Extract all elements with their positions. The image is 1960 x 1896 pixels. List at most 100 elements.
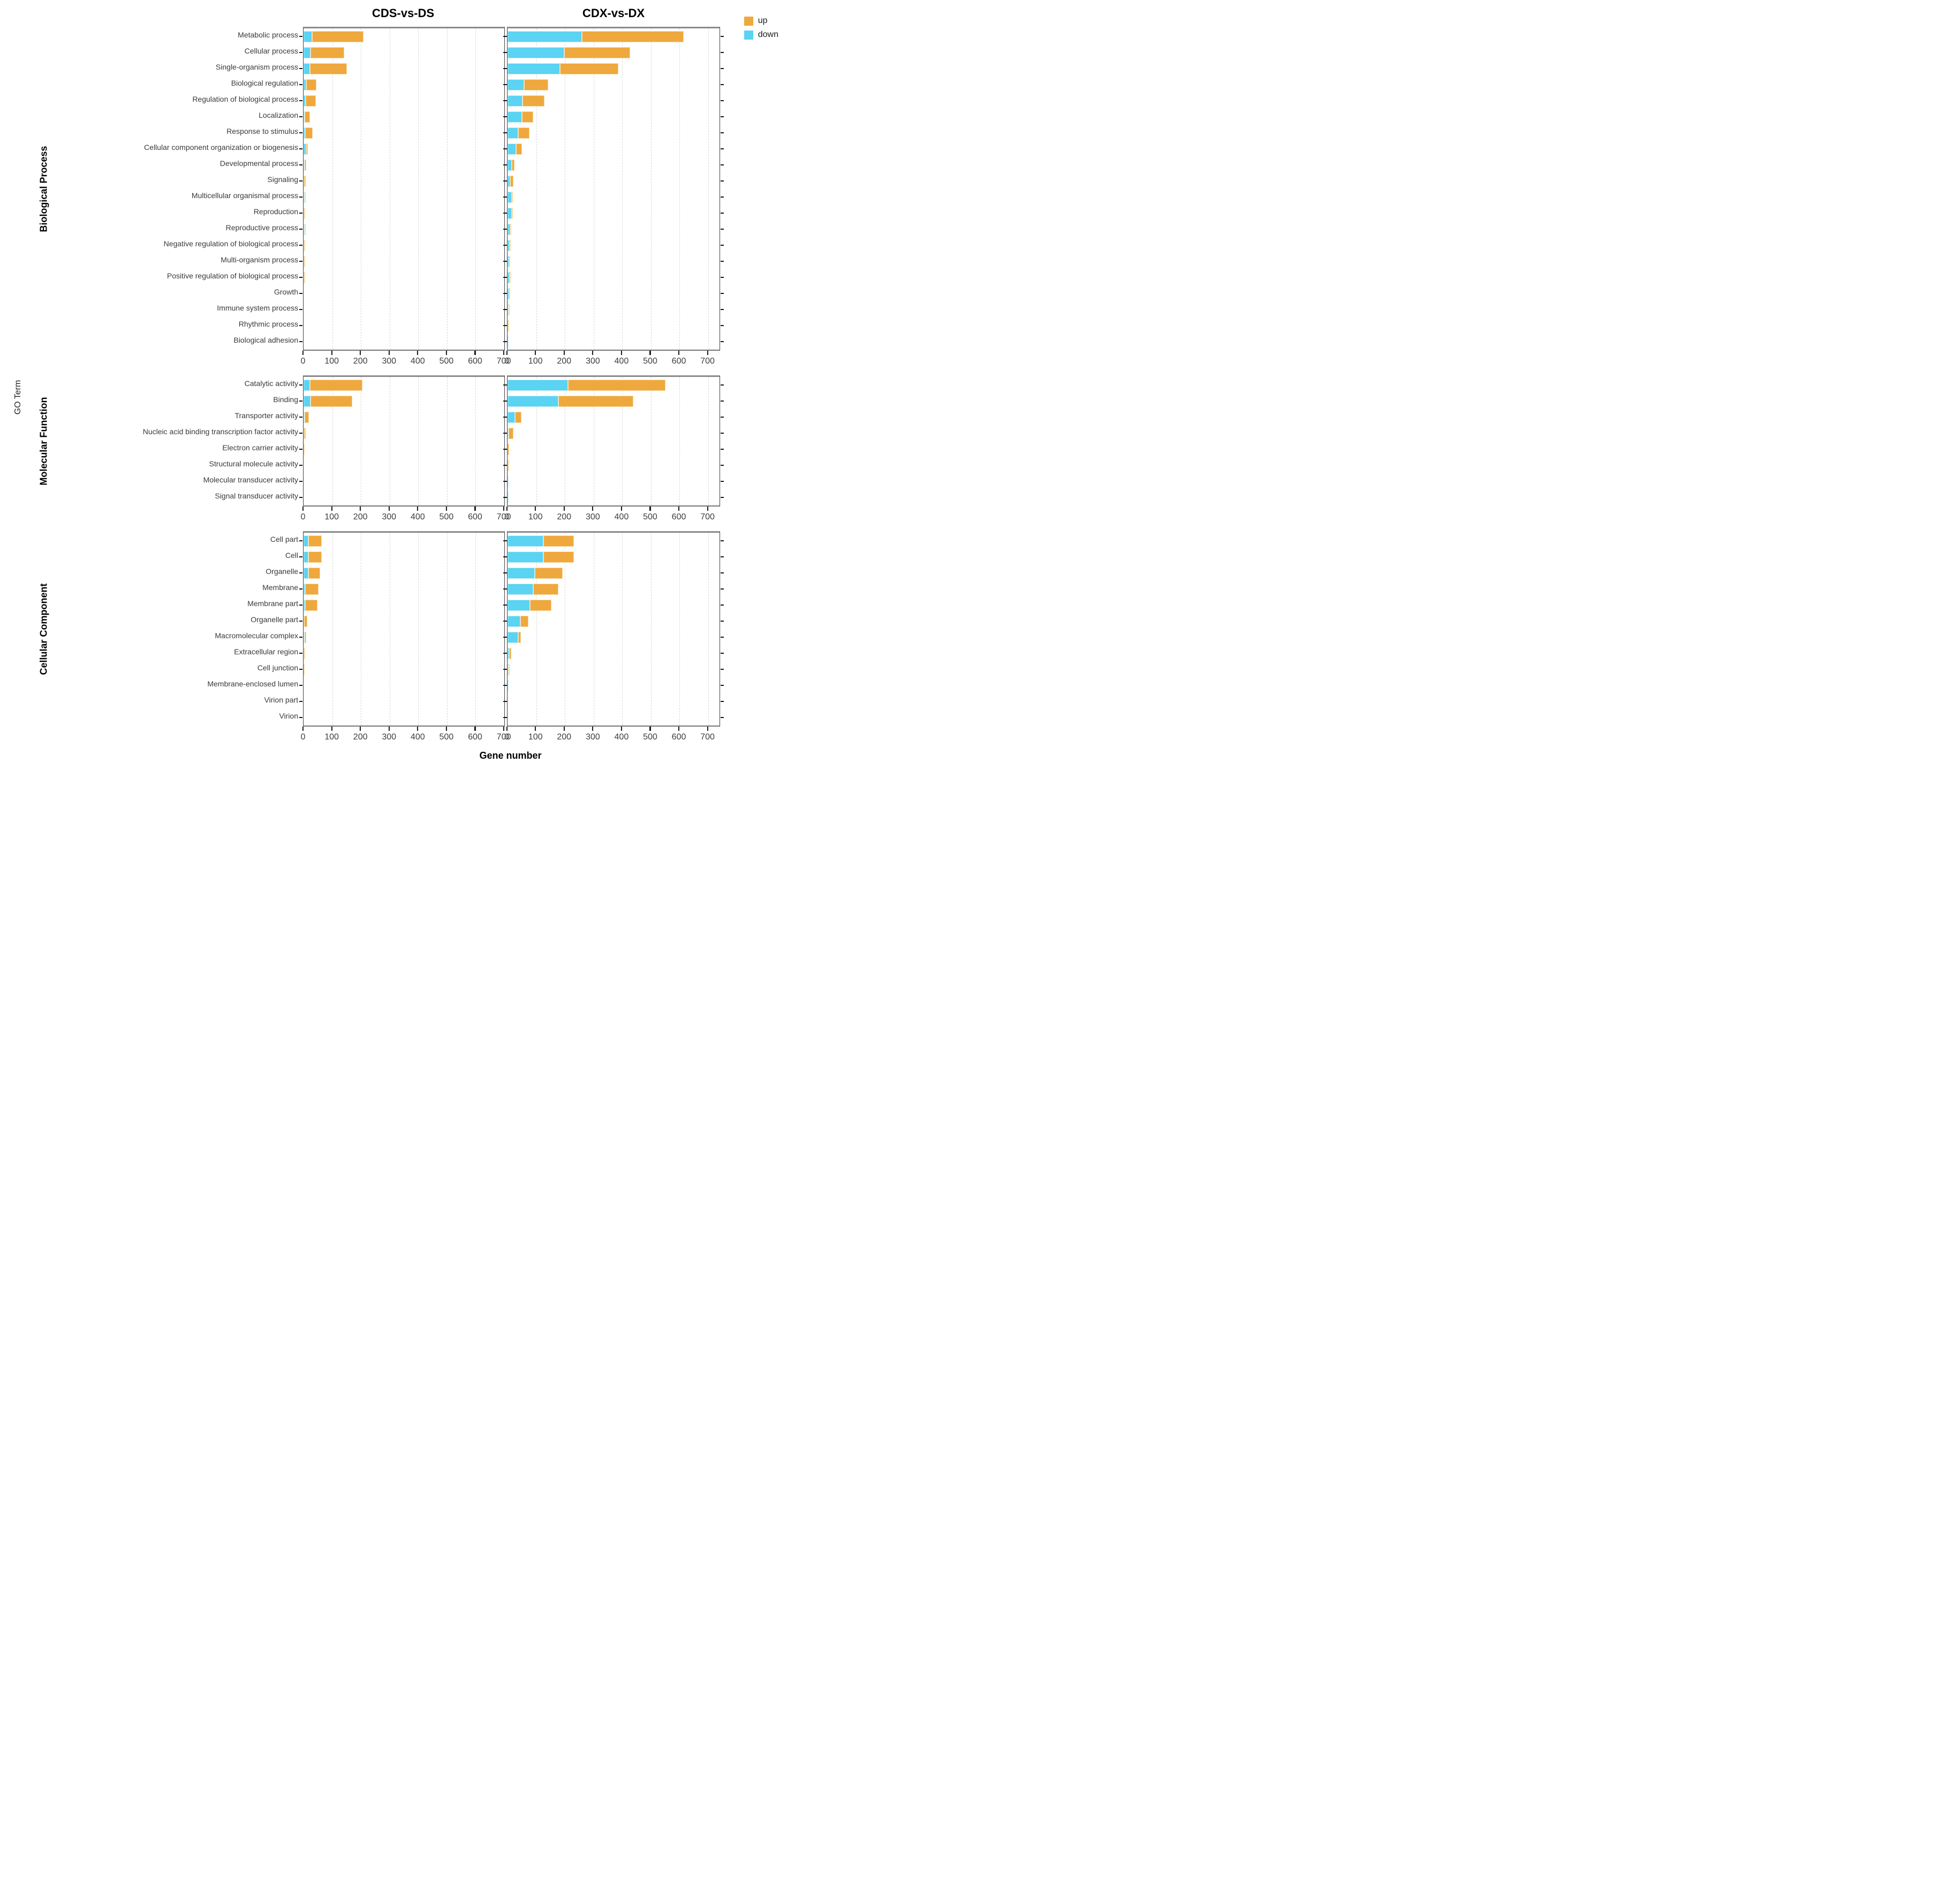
axis-tick-label: 400 [614,512,629,522]
axis-tick [417,727,419,731]
bar-row [503,645,724,661]
bar-row [299,253,509,269]
term-label: Cell part [270,535,298,543]
bar-segment-up [543,551,574,563]
axis-tick-label: 100 [528,357,543,366]
axis-tick [503,507,505,511]
bar-segment-up [533,583,559,595]
bar-row [503,425,724,441]
x-axis: 0 100 200 300 400 500 600 700 0 100 200 300 400 500 60… [301,727,784,751]
axis-tick [474,507,476,511]
axis-tick [592,351,594,355]
axis-tick [360,727,361,731]
panel-cdx-vs-dx [503,531,724,727]
x-axis-title: Gene number [479,750,542,761]
gridline [536,377,537,505]
x-axis-right: 0 100 200 300 400 500 600 700 [504,727,719,751]
bar-row [299,549,509,565]
bar-row [503,61,724,77]
term-label: Membrane-enclosed lumen [207,679,298,688]
axis-tick [302,727,304,731]
axis-tick [535,727,536,731]
bar-segment-up [304,615,307,627]
axis-tick [678,727,680,731]
bar-segment-up [304,207,305,219]
term-label: Cellular process [244,47,298,55]
bar-segment-down [508,631,519,643]
axis-tick-label: 100 [528,512,543,522]
figure-header: CDS-vs-DS CDX-vs-DX [0,0,784,27]
bar-segment-up [308,551,322,563]
bar-row [299,457,509,473]
gridline [447,377,448,505]
axis-tick-label: 700 [496,512,511,522]
bar-row [299,141,509,157]
bar-segment-down [508,551,543,563]
gridline [708,377,709,505]
bar-segment-up [510,223,512,235]
bar-row [503,677,724,693]
bar-segment-up [305,127,313,139]
axis-tick-label: 0 [300,512,306,522]
axis-tick [649,507,651,511]
legend: up down [744,16,778,44]
bar-row [299,318,509,334]
bar-segment-down [508,95,523,107]
axis-tick [563,507,565,511]
bar-row [503,613,724,629]
bar-row [299,93,509,109]
category-label: Cellular Component [38,583,49,675]
bar-row [503,28,724,44]
bar-segment-down [508,239,510,251]
bar-segment-up [304,271,305,283]
axis-tick-label: 100 [324,512,339,522]
axis-tick-label: 0 [504,732,510,742]
term-label: Cell junction [257,663,298,672]
axis-tick-label: 100 [324,357,339,366]
bar-row [299,629,509,645]
axis-tick [563,727,565,731]
bar-row [299,189,509,205]
bar-segment-down [304,535,308,547]
bar-row [503,409,724,425]
gridline [418,377,419,505]
axis-tick-label: 500 [643,732,657,742]
axis-tick-label: 700 [700,512,715,522]
axis-tick-label: 300 [585,512,600,522]
bar-row [299,334,509,350]
gridline [536,533,537,726]
axis-tick [388,351,390,355]
bar-segment-up [522,95,544,107]
gridline [650,28,652,350]
bar-segment-down [508,395,558,407]
bar-row [503,109,724,125]
axis-tick-label: 600 [671,732,686,742]
bar-segment-up [310,395,353,407]
term-label: Cell [285,551,298,560]
axis-tick [417,351,419,355]
bar-segment-up [304,663,305,675]
bar-segment-down [304,583,305,595]
term-label: Signaling [267,175,298,184]
axis-tick-label: 400 [410,732,425,742]
bar-segment-up [564,47,630,58]
axis-tick-label: 600 [468,357,482,366]
term-label: Reproduction [253,207,298,216]
axis-tick [649,351,651,355]
term-label: Membrane part [247,599,298,608]
bar-segment-up [510,175,514,187]
axis-tick [388,727,390,731]
bar-row [503,77,724,93]
bar-row [503,581,724,597]
term-label: Response to stimulus [226,127,298,135]
term-label: Rhythmic process [238,320,298,328]
bar-segment-up [512,191,513,203]
term-label: Negative regulation of biological proces… [163,239,298,248]
axis-tick [331,727,332,731]
bar-segment-up [530,599,552,611]
axis-tick [331,507,332,511]
bar-row [503,93,724,109]
bar-segment-down [508,175,511,187]
legend-item-up: up [744,16,778,26]
bar-segment-up [535,567,563,579]
